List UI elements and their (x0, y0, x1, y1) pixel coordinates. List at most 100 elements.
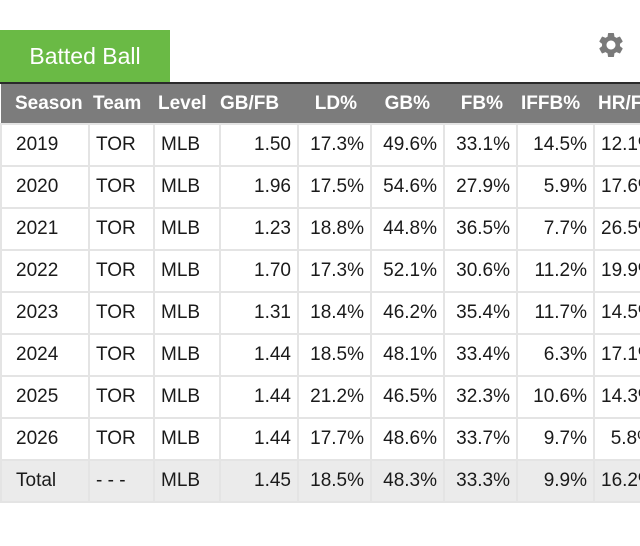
season-cell: 2022 (0, 249, 90, 293)
team-cell: TOR (88, 165, 155, 209)
header-level[interactable]: Level (158, 92, 207, 114)
hr-fb-cell: 19.9% (593, 249, 640, 293)
gb-fb-cell: 1.23 (219, 207, 299, 251)
hr-fb-cell: 14.3% (593, 375, 640, 419)
gb-fb-cell: 1.44 (219, 333, 299, 377)
header-gb-pct[interactable]: GB% (384, 92, 430, 114)
fb-pct-cell: 27.9% (443, 165, 518, 209)
season-cell: 2021 (0, 207, 90, 251)
level-cell: MLB (153, 249, 221, 293)
gb-pct-cell: 48.6% (370, 417, 445, 461)
iffb-pct-cell: 9.9% (516, 459, 595, 503)
gb-pct-cell: 46.2% (370, 291, 445, 335)
team-cell: TOR (88, 249, 155, 293)
iffb-pct-cell: 11.2% (516, 249, 595, 293)
header-row: Season Team Level GB/FB LD% GB% FB% IFFB… (1, 84, 640, 124)
gb-fb-cell: 1.44 (219, 375, 299, 419)
iffb-pct-cell: 6.3% (516, 333, 595, 377)
gb-fb-cell: 1.50 (219, 123, 299, 167)
ld-pct-cell: 17.3% (297, 249, 372, 293)
level-cell: MLB (153, 123, 221, 167)
gear-icon[interactable] (596, 30, 626, 60)
level-cell: MLB (153, 165, 221, 209)
level-cell: MLB (153, 333, 221, 377)
gb-fb-cell: 1.45 (219, 459, 299, 503)
level-cell: MLB (153, 375, 221, 419)
header-ld-pct[interactable]: LD% (314, 92, 357, 114)
total-row: Total - - - MLB 1.45 18.5% 48.3% 33.3% 9.9% 16.2… (0, 459, 640, 503)
team-cell: TOR (88, 417, 155, 461)
iffb-pct-cell: 10.6% (516, 375, 595, 419)
fb-pct-cell: 33.4% (443, 333, 518, 377)
team-cell: TOR (88, 123, 155, 167)
fb-pct-cell: 35.4% (443, 291, 518, 335)
fb-pct-cell: 32.3% (443, 375, 518, 419)
level-cell: MLB (153, 207, 221, 251)
team-cell: TOR (88, 375, 155, 419)
season-cell: 2026 (0, 417, 90, 461)
iffb-pct-cell: 7.7% (516, 207, 595, 251)
season-cell: 2023 (0, 291, 90, 335)
header-hr-fb[interactable]: HR/FB (598, 92, 640, 114)
gb-pct-cell: 46.5% (370, 375, 445, 419)
season-cell: Total (0, 459, 90, 503)
tab-batted-ball[interactable]: Batted Ball (0, 30, 170, 83)
hr-fb-cell: 16.2% (593, 459, 640, 503)
season-cell: 2024 (0, 333, 90, 377)
batted-ball-table: Season Team Level GB/FB LD% GB% FB% IFFB… (0, 84, 640, 503)
iffb-pct-cell: 14.5% (516, 123, 595, 167)
ld-pct-cell: 21.2% (297, 375, 372, 419)
gb-pct-cell: 44.8% (370, 207, 445, 251)
tab-bar: Batted Ball (0, 0, 640, 84)
hr-fb-cell: 17.6% (593, 165, 640, 209)
gb-pct-cell: 48.1% (370, 333, 445, 377)
header-season[interactable]: Season (15, 92, 83, 114)
header-team[interactable]: Team (93, 92, 142, 114)
gb-fb-cell: 1.70 (219, 249, 299, 293)
season-cell: 2020 (0, 165, 90, 209)
ld-pct-cell: 18.8% (297, 207, 372, 251)
level-cell: MLB (153, 459, 221, 503)
ld-pct-cell: 17.7% (297, 417, 372, 461)
ld-pct-cell: 18.5% (297, 459, 372, 503)
hr-fb-cell: 12.1% (593, 123, 640, 167)
fb-pct-cell: 33.3% (443, 459, 518, 503)
season-cell: 2019 (0, 123, 90, 167)
iffb-pct-cell: 5.9% (516, 165, 595, 209)
fb-pct-cell: 30.6% (443, 249, 518, 293)
gb-fb-cell: 1.96 (219, 165, 299, 209)
team-cell: TOR (88, 333, 155, 377)
ld-pct-cell: 17.3% (297, 123, 372, 167)
hr-fb-cell: 26.5% (593, 207, 640, 251)
gb-pct-cell: 49.6% (370, 123, 445, 167)
fb-pct-cell: 33.1% (443, 123, 518, 167)
ld-pct-cell: 18.4% (297, 291, 372, 335)
header-fb-pct[interactable]: FB% (460, 92, 503, 114)
hr-fb-cell: 5.8% (593, 417, 640, 461)
season-cell: 2025 (0, 375, 90, 419)
tab-divider (0, 82, 640, 84)
level-cell: MLB (153, 417, 221, 461)
ld-pct-cell: 17.5% (297, 165, 372, 209)
gb-pct-cell: 48.3% (370, 459, 445, 503)
team-cell: TOR (88, 207, 155, 251)
ld-pct-cell: 18.5% (297, 333, 372, 377)
header-gb-fb[interactable]: GB/FB (220, 92, 280, 114)
gb-pct-cell: 52.1% (370, 249, 445, 293)
hr-fb-cell: 17.1% (593, 333, 640, 377)
gb-fb-cell: 1.31 (219, 291, 299, 335)
gb-pct-cell: 54.6% (370, 165, 445, 209)
team-cell: TOR (88, 291, 155, 335)
fb-pct-cell: 33.7% (443, 417, 518, 461)
gb-fb-cell: 1.44 (219, 417, 299, 461)
level-cell: MLB (153, 291, 221, 335)
hr-fb-cell: 14.5% (593, 291, 640, 335)
header-iffb-pct[interactable]: IFFB% (521, 92, 581, 114)
fb-pct-cell: 36.5% (443, 207, 518, 251)
